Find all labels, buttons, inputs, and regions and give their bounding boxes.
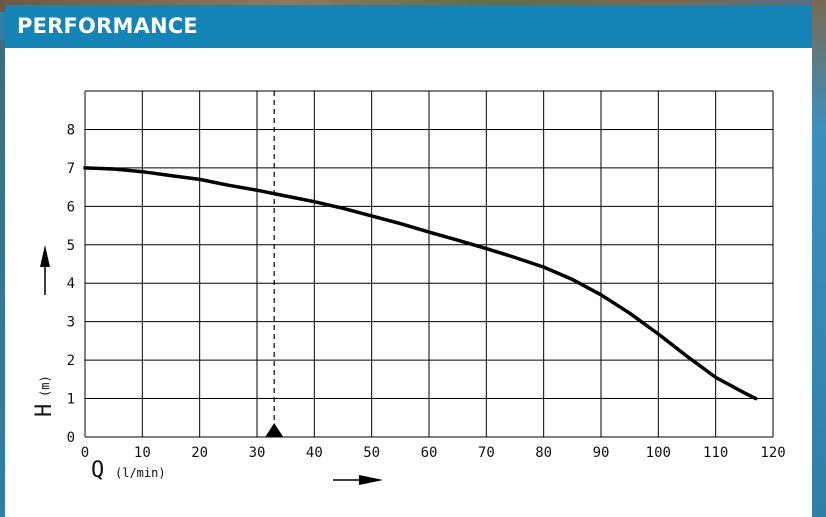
y-tick-label: 0 bbox=[67, 430, 75, 446]
x-tick-label: 10 bbox=[134, 445, 151, 461]
operating-point-marker bbox=[265, 91, 284, 437]
x-tick-label: 100 bbox=[646, 445, 671, 461]
chart-grid bbox=[84, 90, 774, 438]
y-axis-unit: (m) bbox=[38, 375, 52, 397]
y-tick-label: 5 bbox=[67, 238, 75, 254]
x-axis-unit: (l/min) bbox=[115, 466, 166, 480]
background-left-edge bbox=[0, 40, 5, 517]
y-tick-label: 4 bbox=[67, 276, 75, 292]
y-tick-label: 6 bbox=[67, 199, 75, 215]
y-tick-label: 2 bbox=[67, 353, 75, 369]
y-axis-symbol: H bbox=[32, 404, 57, 417]
y-tick-label: 1 bbox=[67, 392, 75, 408]
x-tick-label: 90 bbox=[593, 445, 610, 461]
y-tick-label: 8 bbox=[67, 122, 75, 138]
y-axis-label: H (m) bbox=[32, 375, 57, 417]
operating-point-triangle bbox=[265, 423, 284, 437]
chart-tick-labels: 0 10 20 30 40 50 60 70 80 90 100 110 120 0 1 2 3 4 5 6 7 8 bbox=[67, 122, 786, 461]
y-tick-label: 3 bbox=[67, 315, 75, 331]
x-tick-label: 40 bbox=[306, 445, 323, 461]
x-tick-label: 70 bbox=[478, 445, 495, 461]
x-tick-label: 0 bbox=[81, 445, 89, 461]
performance-curve bbox=[83, 166, 758, 401]
x-tick-label: 60 bbox=[421, 445, 438, 461]
background-right-edge bbox=[812, 0, 826, 517]
performance-chart: 0 10 20 30 40 50 60 70 80 90 100 110 120 0 1 2 3 4 5 6 7 8 H (… bbox=[32, 90, 786, 485]
x-axis-symbol: Q bbox=[91, 458, 104, 483]
performance-card: PERFORMANCE 0 10 20 30 40 50 60 70 80 90 100 110 120… bbox=[5, 5, 812, 517]
x-arrow-head bbox=[359, 475, 383, 485]
performance-header: PERFORMANCE bbox=[5, 5, 812, 48]
pump-curve-line bbox=[83, 166, 758, 401]
y-tick-label: 7 bbox=[67, 161, 75, 177]
axis-labels: H (m) Q (l/min) bbox=[32, 245, 383, 485]
x-tick-label: 120 bbox=[760, 445, 785, 461]
y-arrow-head bbox=[40, 245, 50, 267]
x-tick-label: 50 bbox=[363, 445, 380, 461]
x-tick-label: 80 bbox=[535, 445, 552, 461]
x-tick-label: 110 bbox=[703, 445, 728, 461]
x-tick-label: 30 bbox=[249, 445, 266, 461]
x-tick-label: 20 bbox=[191, 445, 208, 461]
